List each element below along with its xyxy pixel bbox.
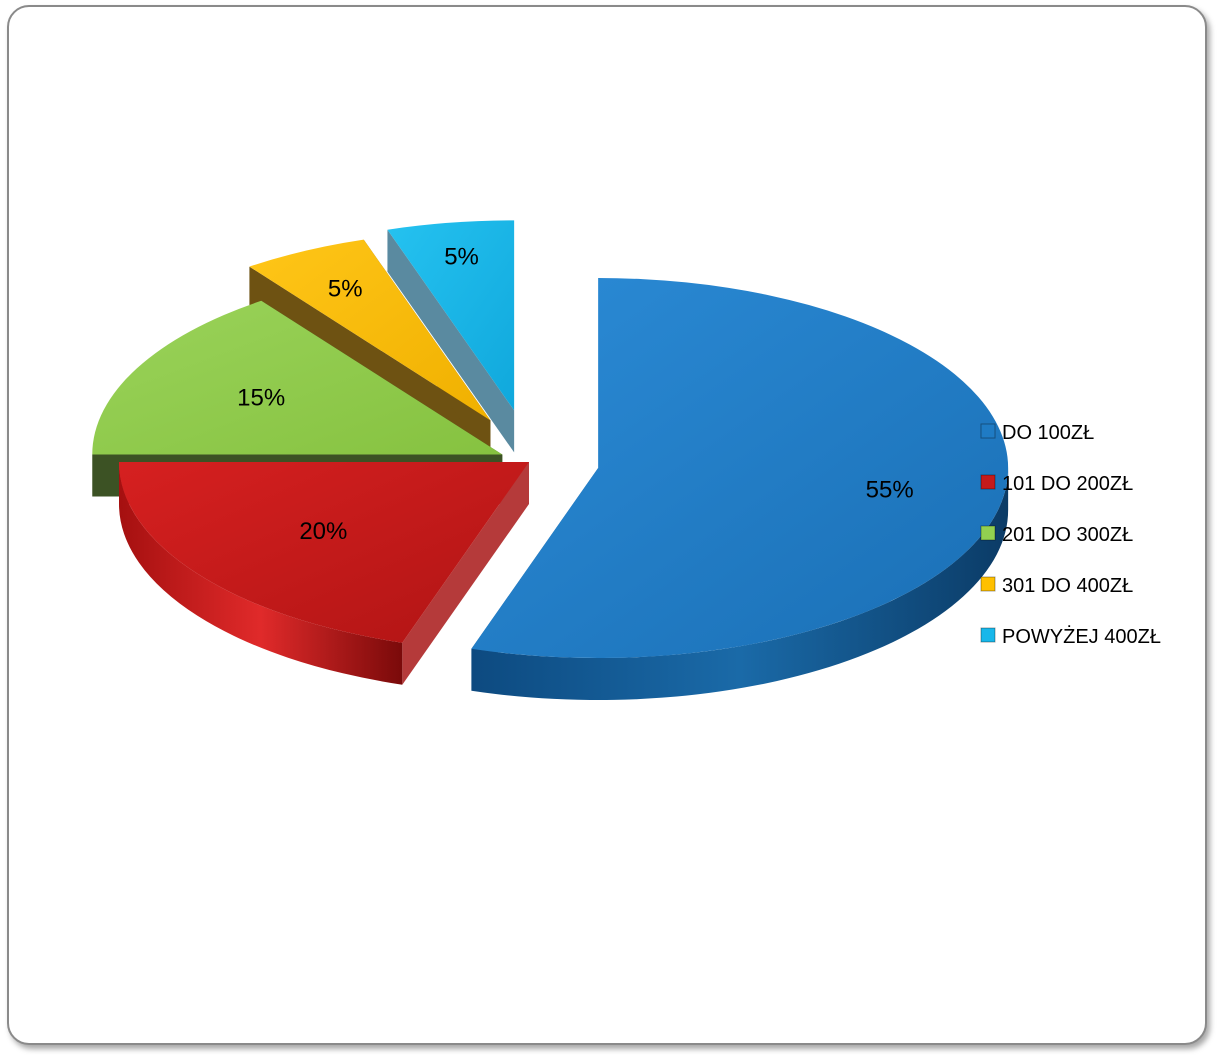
legend-item-do-100: DO 100ZŁ [980,422,1094,444]
slice-101-200 [119,462,529,685]
legend-label-do-100: DO 100ZŁ [1002,422,1094,444]
slice-wall-powyzej-400-start [387,229,515,453]
legend-label-301-400: 301 DO 400ZŁ [1002,575,1133,597]
legend-item-101-200: 101 DO 200ZŁ [980,473,1133,495]
legend-swatch-201-300 [980,525,996,541]
data-label-101-200: 20% [299,518,347,545]
slice-top-301-400 [249,239,491,421]
chart-frame: 55% 20% 15% 5% 5% DO 100ZŁ 101 DO 200ZŁ 201 DO… [7,5,1207,1045]
data-label-301-400: 5% [328,275,363,302]
legend-item-powyzej-400: POWYŻEJ 400ZŁ [980,625,1161,648]
slice-top-powyzej-400 [387,220,515,411]
data-label-powyzej-400: 5% [444,244,479,271]
legend-label-201-300: 201 DO 300ZŁ [1002,524,1133,546]
legend-swatch-301-400 [980,576,996,592]
slice-powyzej-400 [387,220,515,453]
legend-label-101-200: 101 DO 200ZŁ [1002,473,1133,495]
legend-item-201-300: 201 DO 300ZŁ [980,524,1133,546]
pie-layer: 55% 20% 15% 5% 5% [92,220,1009,701]
legend-item-301-400: 301 DO 400ZŁ [980,575,1133,597]
legend-swatch-do-100 [980,423,996,439]
pie-chart: 55% 20% 15% 5% 5% DO 100ZŁ 101 DO 200ZŁ 201 DO… [92,220,1161,701]
slice-rim-101-200-0 [119,462,403,685]
data-label-201-300: 15% [237,385,285,412]
data-label-do-100: 55% [866,476,914,503]
slice-top-201-300 [92,300,503,455]
legend: DO 100ZŁ 101 DO 200ZŁ 201 DO 300ZŁ 301 DO 4… [980,422,1161,648]
legend-swatch-powyzej-400 [980,627,996,643]
slice-rim-do-100-0 [471,468,1009,701]
slice-do-100 [471,278,1009,701]
slice-top-do-100 [471,278,1009,659]
slice-wall-101-200-start [402,462,529,685]
legend-swatch-101-200 [980,474,996,490]
legend-label-powyzej-400: POWYŻEJ 400ZŁ [1002,625,1161,648]
slice-top-101-200 [119,462,529,643]
